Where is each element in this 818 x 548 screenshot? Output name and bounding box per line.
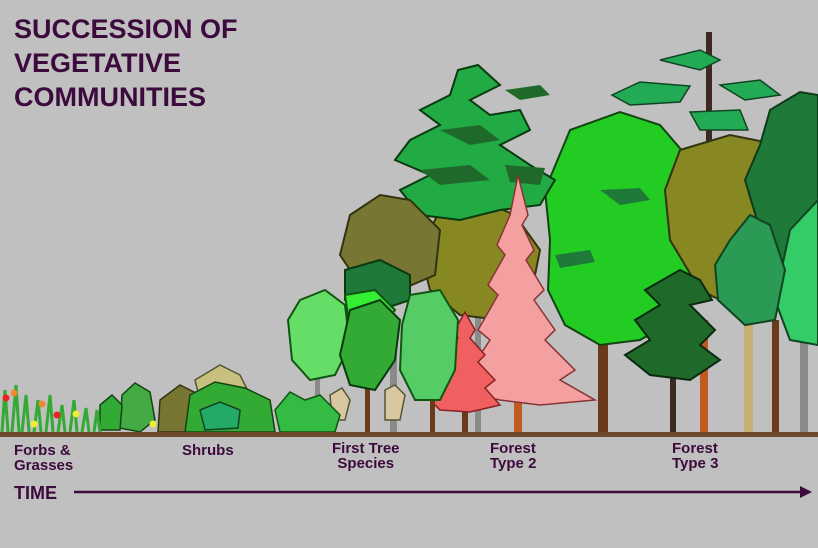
tree-trunk xyxy=(670,330,676,434)
tree-trunk xyxy=(514,392,522,434)
red-flower xyxy=(2,394,10,402)
yellow-flower xyxy=(72,410,80,418)
small-shrub xyxy=(99,393,123,431)
shrubs-group xyxy=(99,364,276,433)
forest-type-3-group xyxy=(543,32,818,434)
pine-needles-dark xyxy=(420,85,550,185)
stage-label-forest-type-2: Forest Type 2 xyxy=(490,440,537,472)
pale-green-crown xyxy=(398,288,460,401)
ground-line xyxy=(0,432,818,437)
time-arrow-head xyxy=(800,486,812,498)
orange-flower xyxy=(10,389,18,397)
tree-trunk xyxy=(462,400,468,434)
tree-trunk xyxy=(800,300,808,434)
title-line-2: VEGETATIVE xyxy=(14,48,182,78)
title-line-3: COMMUNITIES xyxy=(14,82,206,112)
first-tree-species-group xyxy=(274,193,460,434)
title-line-1: SUCCESSION OF xyxy=(14,14,238,44)
forest-type-2-group xyxy=(393,63,598,434)
teal-shrub xyxy=(199,401,241,431)
tall-pine-foliage xyxy=(610,49,782,131)
crown-shadow xyxy=(555,188,650,268)
orange-flower xyxy=(38,400,46,408)
tree-trunk xyxy=(700,320,708,434)
grass-blades xyxy=(0,384,102,433)
forbs-grasses-group xyxy=(0,384,157,433)
light-green-crown xyxy=(286,288,352,382)
tall-pine-trunk xyxy=(706,32,712,142)
stage-label-forest-type-3: Forest Type 3 xyxy=(672,440,719,472)
tree-trunk xyxy=(390,330,397,434)
tan-sapling xyxy=(384,384,406,421)
stage-label-shrubs: Shrubs xyxy=(182,442,234,459)
tree-trunk xyxy=(365,380,370,434)
red-flower xyxy=(53,411,61,419)
tree-trunk xyxy=(772,320,779,434)
diagram-title: SUCCESSION OF VEGETATIVE COMMUNITIES xyxy=(14,12,238,114)
mid-green-crown xyxy=(338,298,402,392)
tree-trunk xyxy=(430,380,435,434)
tree-trunk xyxy=(744,300,753,434)
stage-label-first-tree: First Tree Species xyxy=(332,440,400,472)
pink-spruce-crown xyxy=(468,174,598,406)
teal-crown xyxy=(713,213,787,327)
yellow-flower xyxy=(30,420,38,428)
stage-label-forbs: Forbs & Grasses xyxy=(14,442,74,474)
yellow-flower xyxy=(149,420,157,428)
dark-spruce-crown xyxy=(623,268,722,382)
tree-trunk xyxy=(598,330,608,434)
time-axis-label: TIME xyxy=(14,483,57,503)
